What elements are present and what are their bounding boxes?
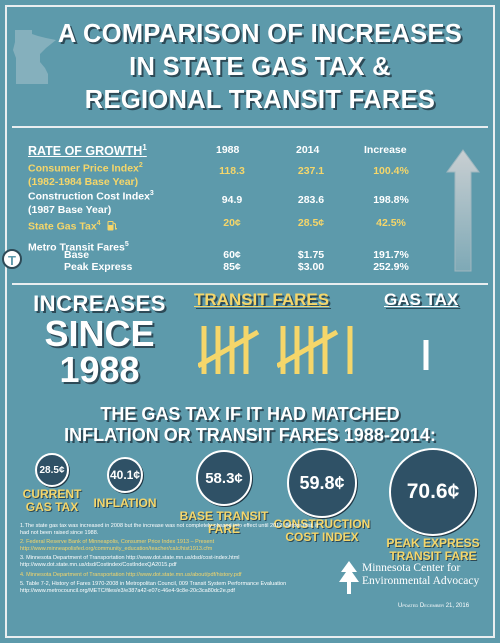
updated-date: Updated December 21, 2016 — [398, 603, 470, 609]
cpi-label-line1: Consumer Price Index — [28, 162, 139, 175]
footnotes: 1.The state gas tax was increased in 200… — [20, 523, 320, 597]
rate-of-growth-label: RATE OF GROWTH — [28, 144, 143, 159]
cci-label-line2: (1987 Base Year) — [28, 203, 112, 216]
matched-heading: THE GAS TAX IF IT HAD MATCHED INFLATION … — [20, 404, 480, 446]
row-transit-fares-label: Metro Transit Fares5 — [28, 238, 129, 255]
row-gas-tax-label: State Gas Tax4 — [28, 217, 117, 234]
caption-current-line2: GAS TAX — [25, 500, 79, 514]
caption-inflation: INFLATION — [93, 496, 157, 510]
bubble-current-gas-tax: 28.5¢ — [35, 453, 69, 487]
footnote-1: 1.The state gas tax was increased in 200… — [20, 523, 318, 536]
peak-2014: $3.00 — [297, 261, 325, 273]
tally-single-gas-tax — [423, 340, 429, 370]
cpi-1988: 118.3 — [219, 165, 245, 177]
peak-1988: 85¢ — [223, 261, 241, 273]
tally-single-transit — [347, 326, 353, 374]
cpi-2014: 237.1 — [297, 165, 325, 177]
caption-peak-express-fare: PEAK EXPRESS TRANSIT FARE — [376, 537, 490, 563]
divider-middle — [12, 283, 488, 285]
fuel-pump-icon — [107, 220, 117, 230]
peak-fare-label: Peak Express — [64, 261, 133, 273]
cci-label-line1: Construction Cost Index — [28, 190, 150, 203]
footnote-4: 4. Minnesota Department of Transportatio… — [20, 571, 242, 578]
caption-cci-line1: CONSTRUCTION — [273, 517, 371, 531]
matched-line-1: THE GAS TAX IF IT HAD MATCHED — [100, 404, 400, 424]
title-line-1: A COMPARISON OF INCREASES — [57, 20, 463, 48]
footnote-3: 3. Minnesota Department of Transportatio… — [20, 555, 240, 568]
title-line-3: REGIONAL TRANSIT FARES — [84, 86, 436, 114]
gas-tax-sup: 4 — [96, 220, 101, 227]
org-line-1: Minnesota Center for — [362, 562, 461, 574]
increases-word: INCREASES — [33, 291, 166, 316]
divider-top — [12, 126, 488, 128]
transit-fares-heading: TRANSIT FARES — [194, 290, 330, 309]
bubble-base-transit-fare: 58.3¢ — [196, 450, 252, 506]
base-increase: 191.7% — [373, 249, 409, 261]
up-arrow-icon — [446, 149, 480, 272]
organization-name: Minnesota Center for Environmental Advoc… — [362, 562, 492, 588]
cci-1988: 94.9 — [221, 194, 243, 206]
cpi-label-line2: (1982-1984 Base Year) — [28, 175, 139, 188]
gas-tax-heading: GAS TAX — [384, 290, 459, 309]
footnote-5: 5. Table 7-2, History of Fares 1970-2008… — [20, 581, 287, 594]
rate-of-growth-sup: 1 — [142, 143, 147, 152]
base-fare-label: Base — [64, 249, 90, 261]
col-header-increase: Increase — [364, 144, 407, 156]
bubble-inflation: 40.1¢ — [107, 457, 143, 493]
cpi-increase: 100.4% — [373, 165, 409, 177]
caption-base-line2: FARE — [207, 522, 240, 536]
caption-peak-line2: TRANSIT FARE — [389, 549, 477, 563]
matched-line-2: INFLATION OR TRANSIT FARES 1988-2014: — [64, 425, 436, 445]
footnote-2: 2. Federal Reserve Bank of Minneapolis, … — [20, 539, 215, 552]
peak-increase: 252.9% — [373, 261, 409, 273]
transit-fares-sup: 5 — [124, 241, 129, 248]
row-cpi-label: Consumer Price Index2 (1982-1984 Base Ye… — [28, 159, 143, 189]
title-line-2: IN STATE GAS TAX & — [129, 53, 391, 81]
increases-since-heading: INCREASES SINCE 1988 — [22, 292, 177, 388]
caption-construction-cost-index: CONSTRUCTION COST INDEX — [266, 518, 378, 544]
transit-fares-label: Metro Transit Fares — [28, 241, 125, 254]
tally-group-2 — [277, 326, 339, 374]
bubble-peak-express-fare: 70.6¢ — [389, 448, 477, 536]
since-word: SINCE — [44, 313, 155, 354]
rate-of-growth-header: RATE OF GROWTH1 — [28, 143, 147, 158]
cci-2014: 283.6 — [297, 194, 325, 206]
cci-sup: 3 — [149, 190, 154, 197]
tally-group-1 — [198, 326, 260, 374]
col-header-1988: 1988 — [216, 144, 240, 156]
base-2014: $1.75 — [297, 249, 325, 261]
transit-t-icon: T — [2, 249, 22, 269]
gas-tax-label: State Gas Tax — [28, 220, 97, 233]
caption-current-gas-tax: CURRENT GAS TAX — [14, 488, 90, 514]
org-line-2: Environmental Advocacy — [362, 575, 480, 587]
caption-base-transit-fare: BASE TRANSIT FARE — [168, 510, 280, 536]
tree-logo-icon — [339, 561, 359, 594]
base-1988: 60¢ — [223, 249, 241, 261]
gas-tax-2014: 28.5¢ — [297, 217, 325, 229]
caption-base-line1: BASE TRANSIT — [179, 509, 269, 523]
gas-tax-increase: 42.5% — [376, 217, 406, 229]
caption-cci-line2: COST INDEX — [285, 530, 359, 544]
bubble-construction-cost-index: 59.8¢ — [287, 448, 357, 518]
page-frame — [5, 5, 495, 638]
cpi-sup: 2 — [138, 162, 143, 169]
caption-peak-line1: PEAK EXPRESS — [386, 536, 480, 550]
page-title: A COMPARISON OF INCREASES IN STATE GAS T… — [30, 18, 490, 117]
year-1988: 1988 — [59, 349, 140, 390]
caption-current-line1: CURRENT — [22, 487, 82, 501]
minnesota-state-icon — [13, 30, 56, 84]
gas-tax-1988: 20¢ — [223, 217, 241, 229]
col-header-2014: 2014 — [296, 144, 320, 156]
row-cci-label: Construction Cost Index3 (1987 Base Year… — [28, 187, 154, 217]
cci-increase: 198.8% — [373, 194, 409, 206]
